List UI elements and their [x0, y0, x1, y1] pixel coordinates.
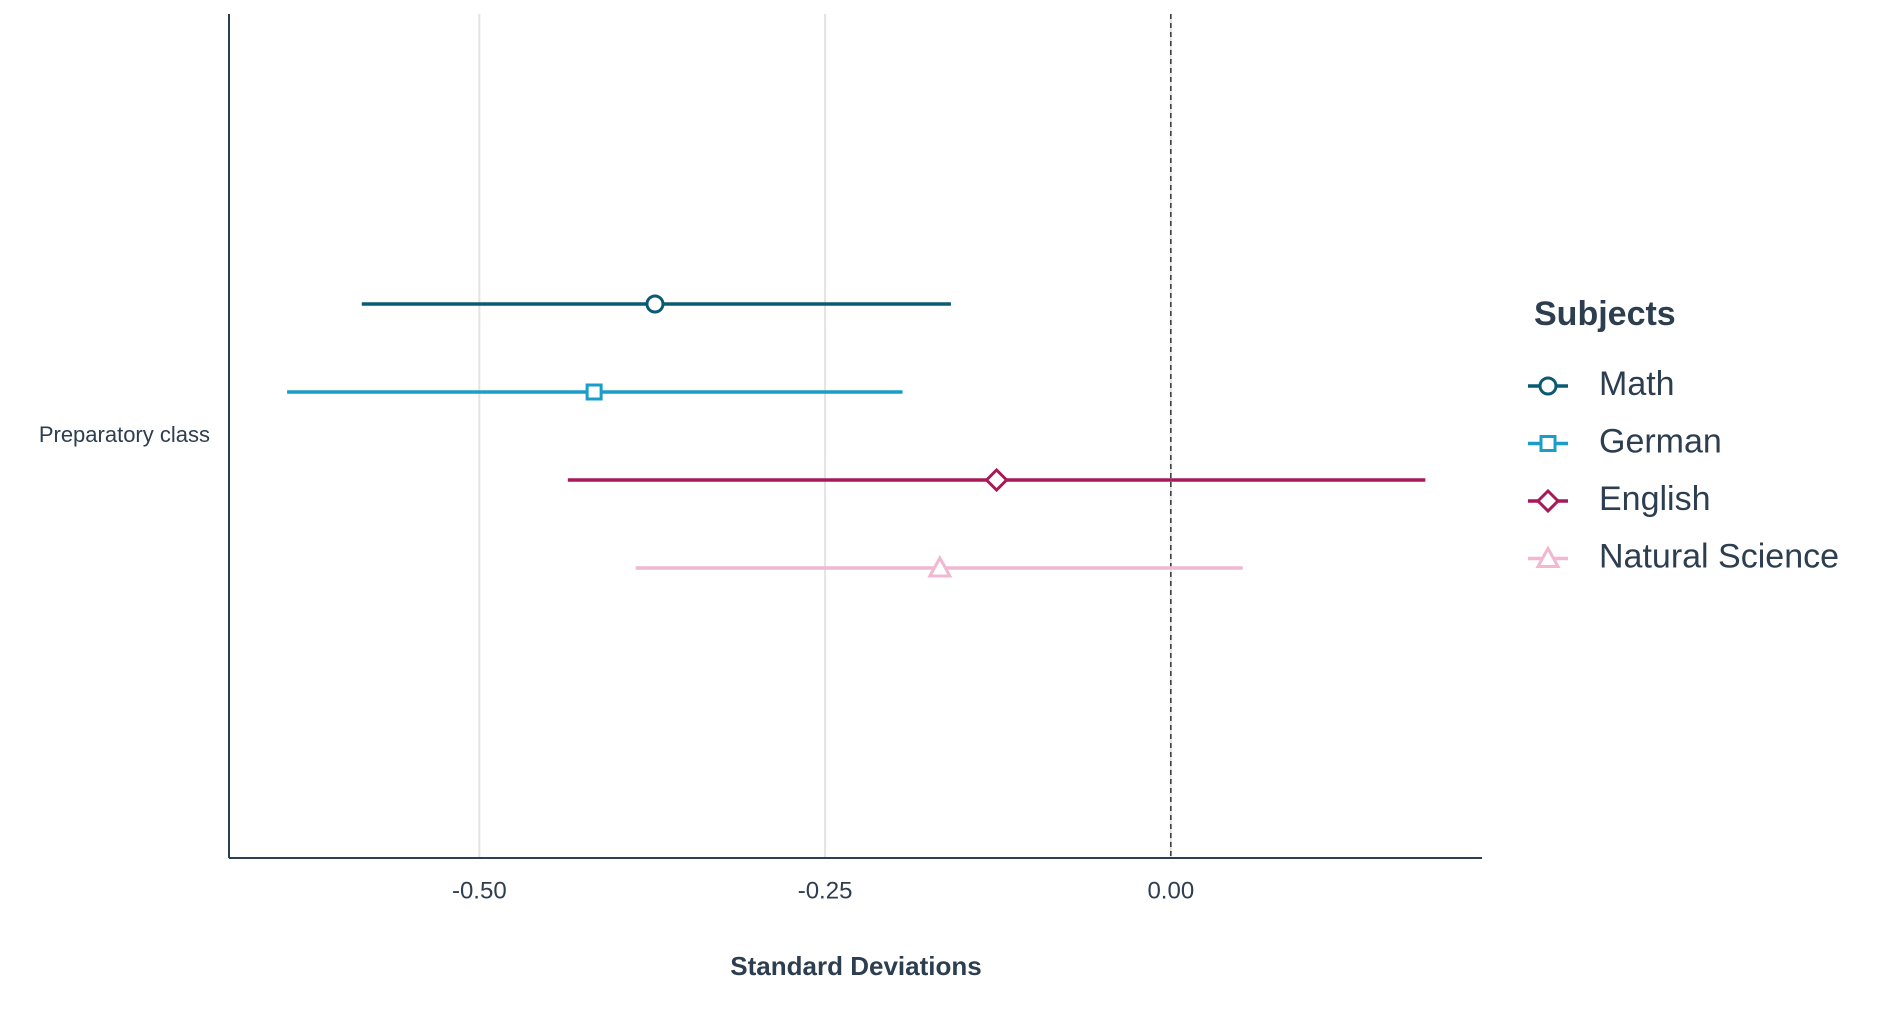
- legend-label: Natural Science: [1599, 537, 1839, 575]
- legend-title: Subjects: [1534, 295, 1676, 333]
- point: [984, 467, 1009, 493]
- legend-label: Math: [1599, 365, 1675, 403]
- y-tick-label: Preparatory class: [39, 422, 210, 447]
- legend-label: German: [1599, 422, 1722, 460]
- legend-label: English: [1599, 480, 1711, 518]
- legend-marker: [1535, 488, 1561, 514]
- legend-marker: [1539, 435, 1557, 452]
- legend-marker: [1538, 376, 1558, 396]
- x-tick-label: 0.00: [1147, 877, 1194, 904]
- point: [645, 294, 665, 314]
- point: [927, 554, 953, 578]
- point: [585, 383, 603, 401]
- legend-marker: [1535, 545, 1561, 568]
- x-tick-label: -0.25: [798, 877, 853, 904]
- x-axis-title: Standard Deviations: [730, 951, 981, 981]
- x-tick-label: -0.50: [452, 877, 507, 904]
